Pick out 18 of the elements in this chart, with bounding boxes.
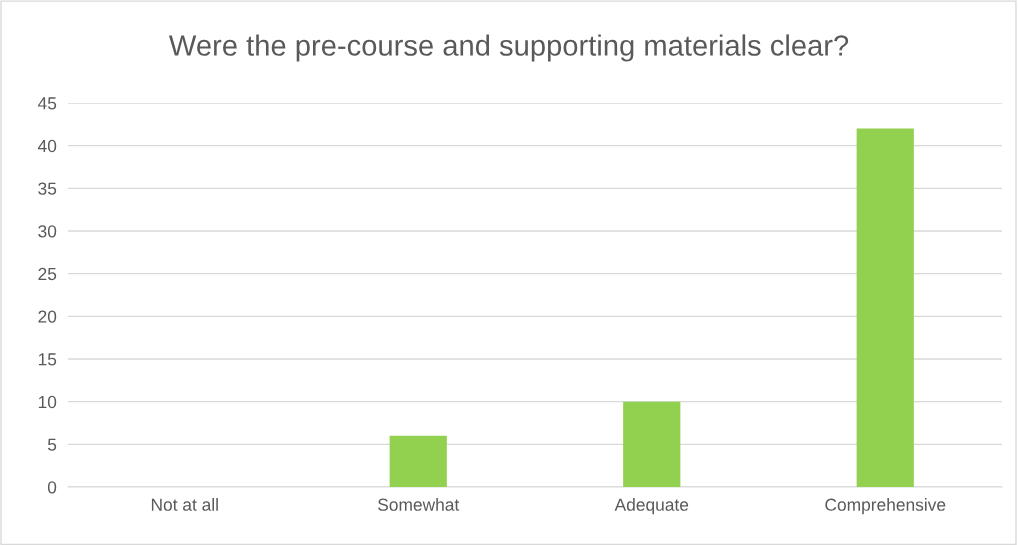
y-tick-label: 40	[37, 139, 57, 153]
y-tick-label: 0	[47, 481, 57, 494]
y-tick-label: 10	[38, 395, 57, 409]
bar	[623, 401, 681, 487]
x-tick-label: Comprehensive	[825, 498, 946, 515]
bar	[856, 128, 914, 487]
y-tick-label: 20	[38, 310, 57, 323]
y-tick-label: 45	[37, 97, 57, 110]
y-tick-label: 35	[38, 182, 57, 195]
y-tick-label: 25	[38, 267, 57, 281]
x-tick-label: Somewhat	[378, 498, 460, 511]
y-tick-label: 15	[38, 353, 57, 366]
y-tick-label: 5	[47, 438, 57, 451]
chart-title: Were the pre-course and supporting materials clear?	[168, 34, 849, 62]
x-tick-label: Adequate	[614, 498, 689, 515]
y-tick-label: 30	[38, 225, 57, 238]
bar	[389, 435, 447, 487]
x-tick-label: Not at all	[151, 498, 218, 511]
